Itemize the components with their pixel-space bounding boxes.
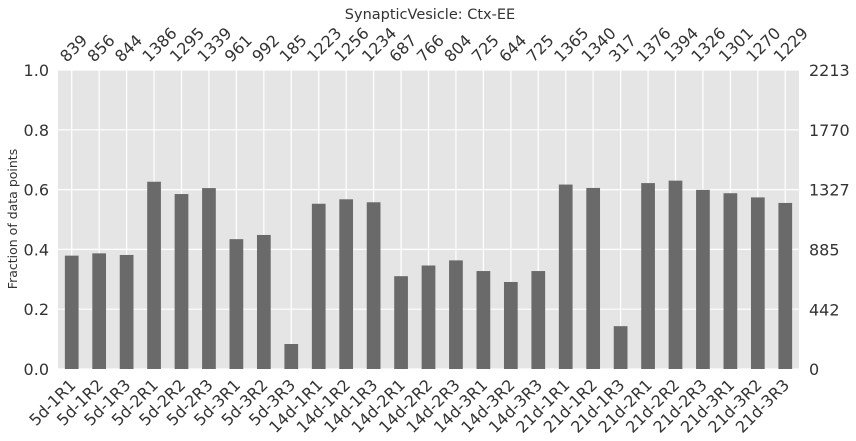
right-tick-label: 2213 [809, 61, 850, 80]
y-tick-label: 1.0 [24, 61, 49, 80]
bar [394, 276, 408, 369]
bar [311, 203, 326, 369]
bar [229, 239, 244, 369]
count-label: 992 [248, 31, 283, 66]
bar [92, 253, 107, 369]
bar [778, 202, 793, 369]
y-tick-label: 0.4 [24, 240, 49, 259]
count-label: 804 [440, 31, 475, 66]
bar [750, 197, 765, 369]
bar [174, 194, 189, 369]
bar [558, 184, 573, 369]
count-label: 839 [56, 31, 91, 66]
bars [64, 180, 793, 369]
bar [256, 234, 271, 369]
count-label: 725 [468, 31, 503, 66]
count-label: 725 [523, 31, 558, 66]
count-label: 856 [84, 31, 119, 66]
y-tick-label: 0.0 [24, 360, 49, 379]
right-tick-label: 442 [809, 300, 840, 319]
y-axis-label: Fraction of data points [5, 149, 20, 289]
bar [284, 344, 299, 369]
bar [723, 193, 738, 369]
count-label: 844 [111, 31, 146, 66]
bar [503, 281, 518, 369]
bar [668, 180, 683, 369]
y-tick-label: 0.8 [24, 121, 49, 140]
bar [449, 260, 463, 369]
bar [147, 181, 161, 369]
y-tick-label: 0.2 [24, 300, 49, 319]
bar [586, 187, 601, 369]
right-tick-label: 1327 [809, 181, 850, 200]
bar [476, 271, 491, 369]
bar [696, 189, 710, 369]
bar [366, 202, 381, 369]
bar [613, 326, 628, 369]
count-label: 766 [413, 31, 448, 66]
bar [641, 183, 655, 369]
right-tick-label: 885 [809, 240, 840, 259]
bar [119, 254, 134, 369]
bar [64, 255, 79, 369]
count-label: 185 [276, 31, 311, 66]
bar [421, 265, 436, 369]
count-label: 644 [495, 31, 530, 66]
chart-title: SynapticVesicle: Ctx-EE [345, 7, 515, 23]
right-tick-label: 0 [809, 360, 819, 379]
bar [531, 271, 546, 369]
right-tick-label: 1770 [809, 121, 850, 140]
y-tick-label: 0.6 [24, 181, 49, 200]
bar [202, 188, 216, 369]
bar [339, 199, 354, 369]
